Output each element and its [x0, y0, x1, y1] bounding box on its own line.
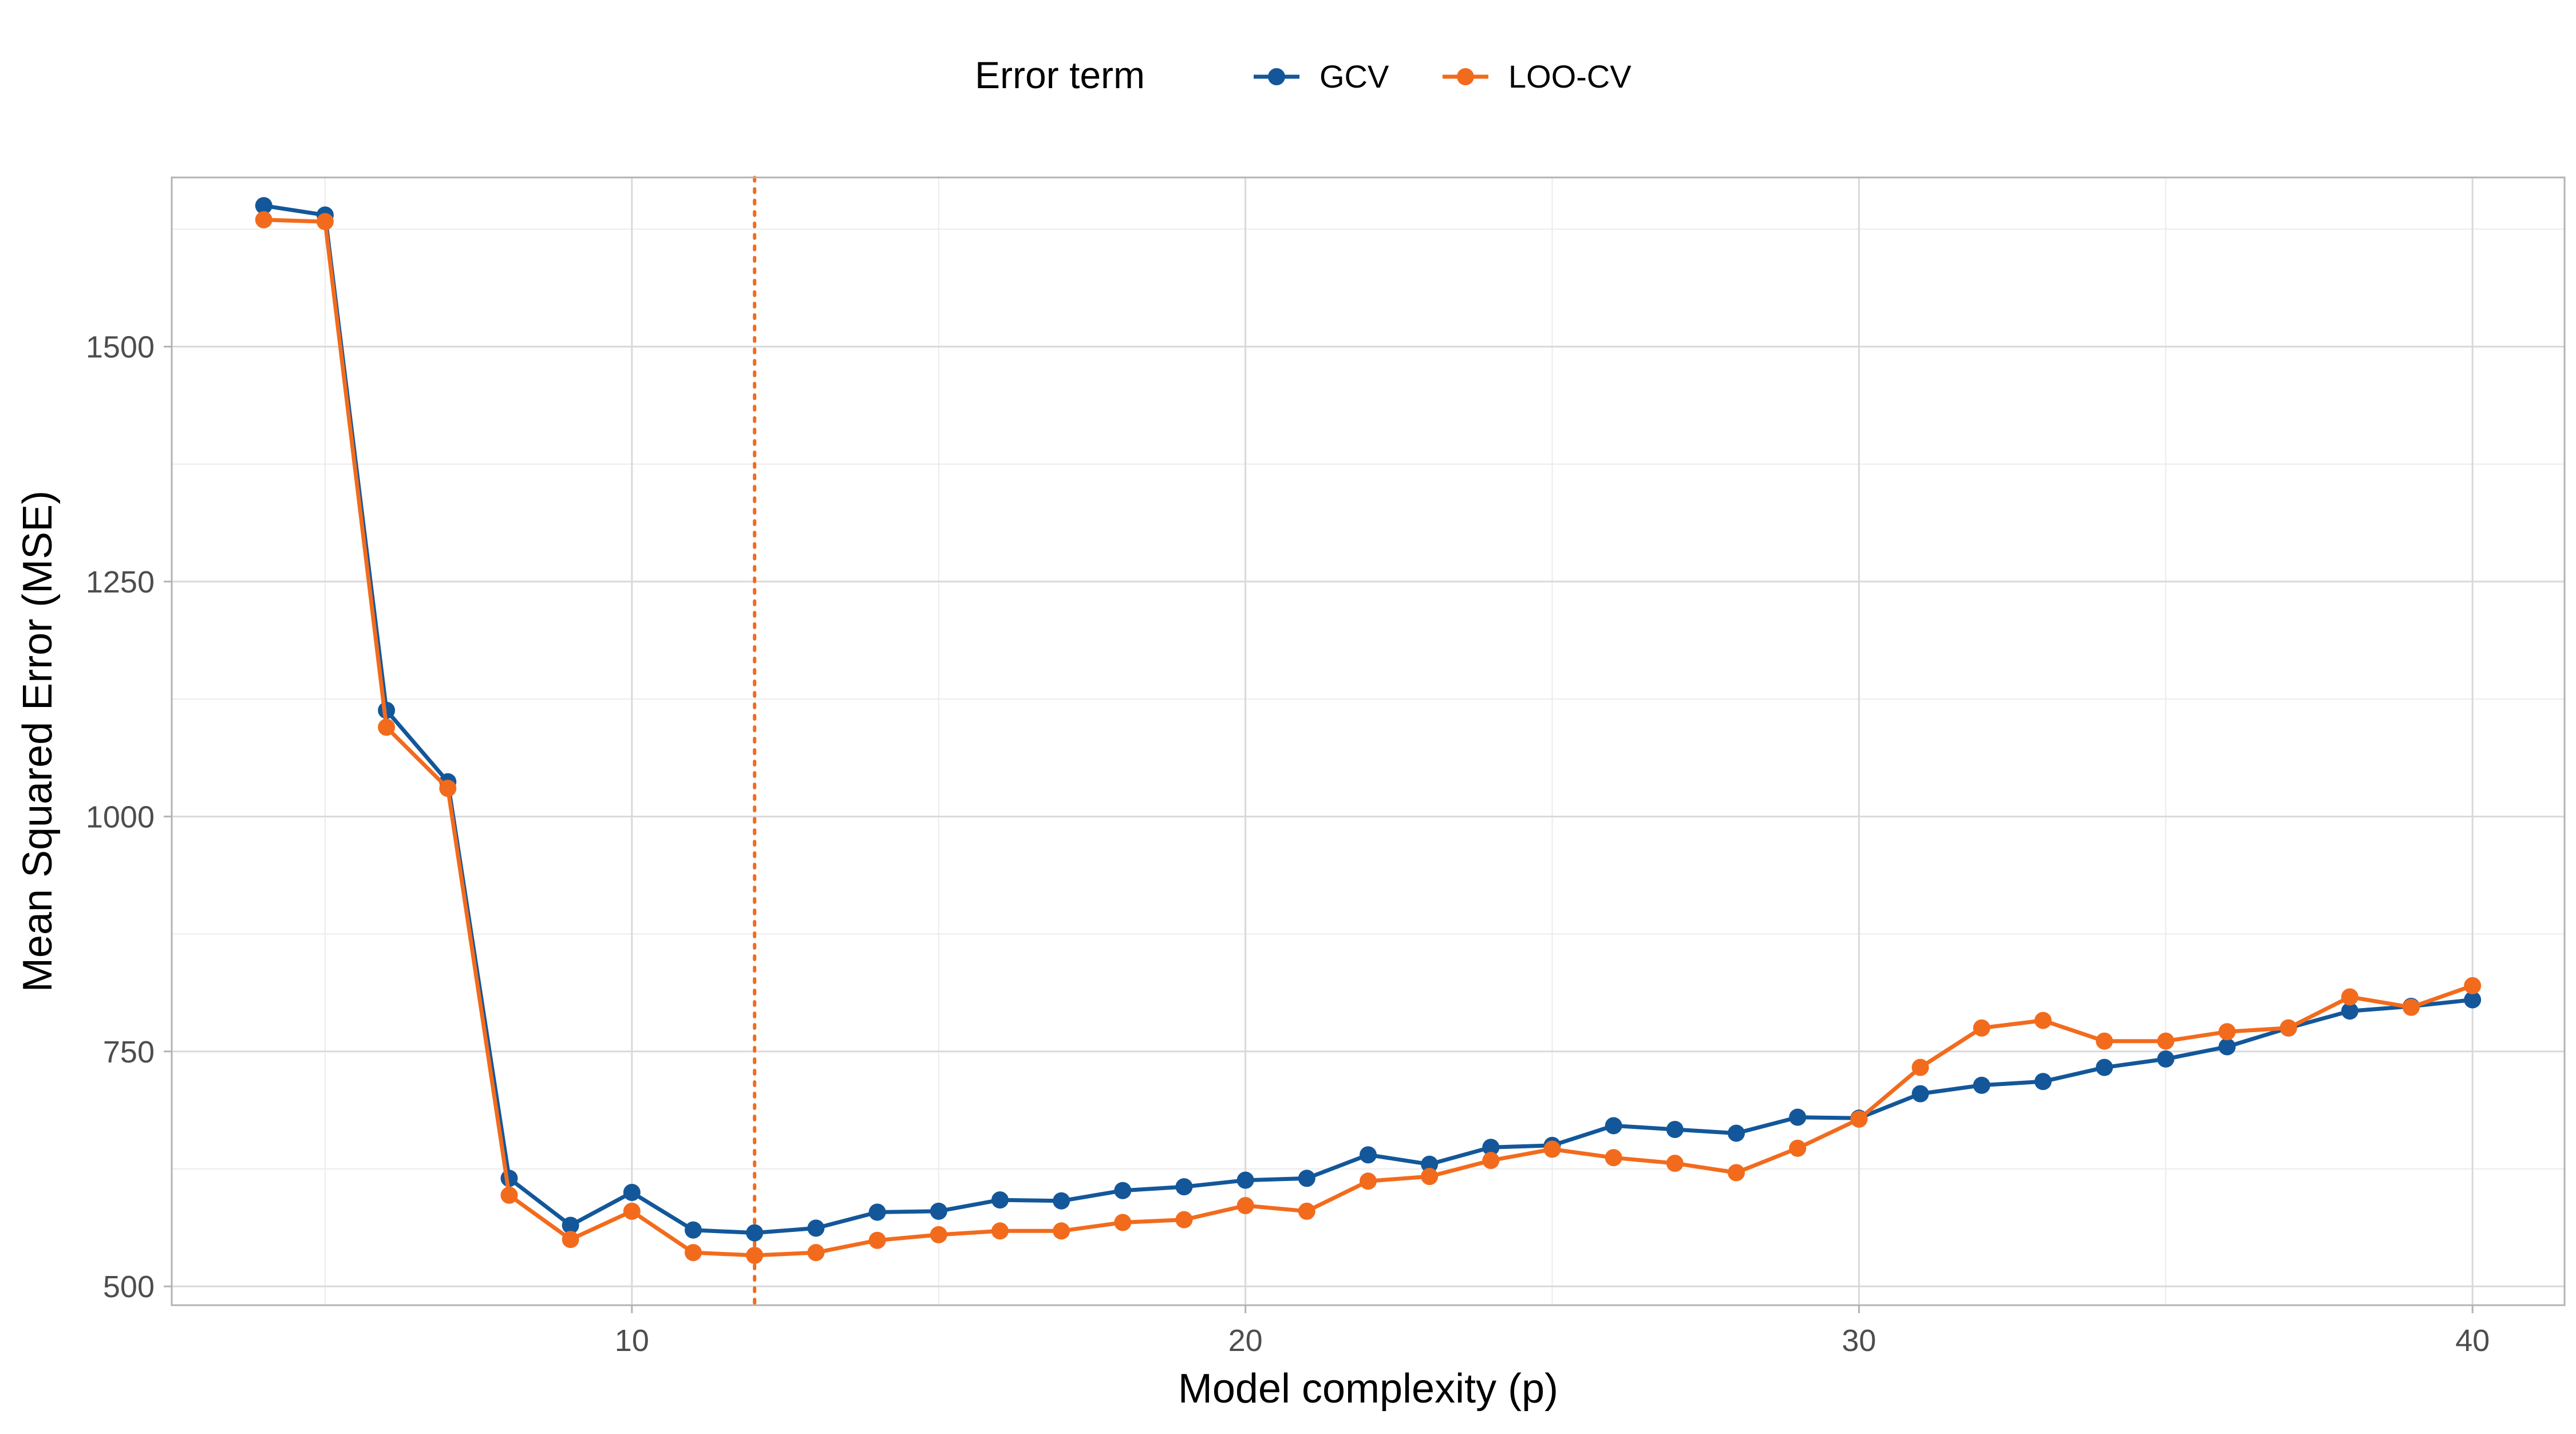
data-point-loo-cv [2218, 1023, 2236, 1041]
data-point-gcv [1421, 1155, 1439, 1173]
legend-label: GCV [1319, 58, 1389, 94]
data-point-gcv [1605, 1117, 1622, 1135]
data-point-gcv [1728, 1124, 1745, 1142]
data-point-gcv [930, 1202, 947, 1220]
data-point-loo-cv [1911, 1058, 1929, 1076]
x-axis-label: Model complexity (p) [1178, 1366, 1558, 1412]
data-point-loo-cv [255, 211, 272, 228]
data-point-gcv [1973, 1076, 1990, 1094]
legend-title: Error term [975, 54, 1145, 96]
y-axis: 500 750 1000 1250 1500 [86, 330, 172, 1304]
data-point-gcv [2157, 1050, 2175, 1068]
minor-gridlines [172, 177, 2565, 1305]
data-point-loo-cv [2034, 1012, 2052, 1029]
data-point-gcv [2096, 1058, 2113, 1076]
data-point-gcv [2464, 991, 2482, 1009]
x-tick-label: 20 [1228, 1324, 1263, 1358]
legend-item-gcv: GCV [1254, 58, 1389, 94]
data-point-loo-cv [439, 780, 457, 797]
data-point-gcv [255, 197, 272, 215]
data-point-gcv [623, 1184, 641, 1201]
data-point-gcv [1053, 1192, 1070, 1210]
legend-key-point [1457, 68, 1474, 85]
data-point-loo-cv [1114, 1214, 1132, 1231]
data-point-loo-cv [1850, 1110, 1868, 1128]
data-point-gcv [1175, 1178, 1193, 1196]
data-point-loo-cv [2403, 998, 2420, 1016]
data-point-loo-cv [562, 1231, 579, 1249]
data-point-loo-cv [1236, 1196, 1254, 1214]
series-layer [255, 197, 2482, 1264]
plot-area [171, 176, 2566, 1307]
data-point-gcv [1114, 1182, 1132, 1199]
data-point-loo-cv [1421, 1168, 1439, 1186]
data-point-gcv [1789, 1108, 1807, 1126]
data-point-loo-cv [2157, 1032, 2175, 1050]
y-tick-label: 750 [103, 1035, 155, 1069]
data-point-gcv [1236, 1171, 1254, 1189]
data-point-loo-cv [500, 1186, 518, 1204]
legend-key-point [1268, 68, 1285, 85]
data-point-gcv [1911, 1085, 1929, 1103]
data-point-loo-cv [1482, 1152, 1500, 1170]
data-point-loo-cv [1053, 1222, 1070, 1240]
data-point-gcv [2341, 1002, 2358, 1020]
data-point-loo-cv [930, 1226, 947, 1243]
data-point-loo-cv [1543, 1140, 1561, 1158]
data-point-gcv [991, 1191, 1009, 1209]
data-point-gcv [1298, 1170, 1315, 1187]
data-point-loo-cv [1789, 1139, 1807, 1157]
data-point-loo-cv [623, 1202, 641, 1220]
data-point-loo-cv [991, 1222, 1009, 1240]
data-point-gcv [2034, 1073, 2052, 1091]
data-point-loo-cv [1175, 1211, 1193, 1228]
legend-label: LOO-CV [1508, 58, 1631, 94]
data-point-loo-cv [2341, 988, 2358, 1006]
x-tick-label: 40 [2455, 1324, 2490, 1358]
major-gridlines [172, 177, 2565, 1305]
data-point-loo-cv [1360, 1172, 1377, 1190]
data-point-gcv [1360, 1146, 1377, 1164]
data-point-gcv [1482, 1139, 1500, 1156]
plot-border [171, 176, 2566, 1306]
legend-items: GCV LOO-CV [1254, 58, 1631, 94]
legend: Error term GCV LOO-CV [975, 54, 1631, 96]
data-point-loo-cv [2464, 977, 2482, 994]
data-point-loo-cv [868, 1231, 886, 1249]
y-axis-label: Mean Squared Error (MSE) [15, 491, 61, 992]
x-axis: 10 20 30 40 [615, 1305, 2490, 1358]
data-point-gcv [685, 1221, 702, 1239]
y-tick-label: 1500 [86, 330, 155, 365]
data-point-loo-cv [1728, 1164, 1745, 1182]
y-tick-label: 500 [103, 1270, 155, 1304]
data-point-gcv [868, 1203, 886, 1221]
data-point-loo-cv [378, 718, 396, 736]
data-point-gcv [562, 1216, 579, 1234]
data-point-loo-cv [1298, 1202, 1315, 1220]
legend-item-loo-cv: LOO-CV [1443, 58, 1631, 94]
data-point-loo-cv [1666, 1155, 1684, 1172]
data-point-gcv [2218, 1038, 2236, 1056]
x-tick-label: 10 [615, 1324, 649, 1358]
data-point-loo-cv [2279, 1019, 2297, 1037]
y-tick-label: 1000 [86, 800, 155, 834]
data-point-loo-cv [316, 213, 334, 231]
data-point-gcv [746, 1224, 764, 1242]
data-point-loo-cv [685, 1244, 702, 1262]
data-point-loo-cv [1973, 1019, 1990, 1037]
data-point-gcv [1666, 1121, 1684, 1139]
data-point-gcv [807, 1219, 825, 1237]
series-loo-cv [255, 211, 2482, 1264]
data-point-loo-cv [2096, 1032, 2113, 1050]
data-point-loo-cv [746, 1246, 764, 1264]
y-tick-label: 1250 [86, 565, 155, 599]
data-point-loo-cv [1605, 1149, 1622, 1167]
data-point-loo-cv [807, 1244, 825, 1262]
x-tick-label: 30 [1842, 1324, 1876, 1358]
